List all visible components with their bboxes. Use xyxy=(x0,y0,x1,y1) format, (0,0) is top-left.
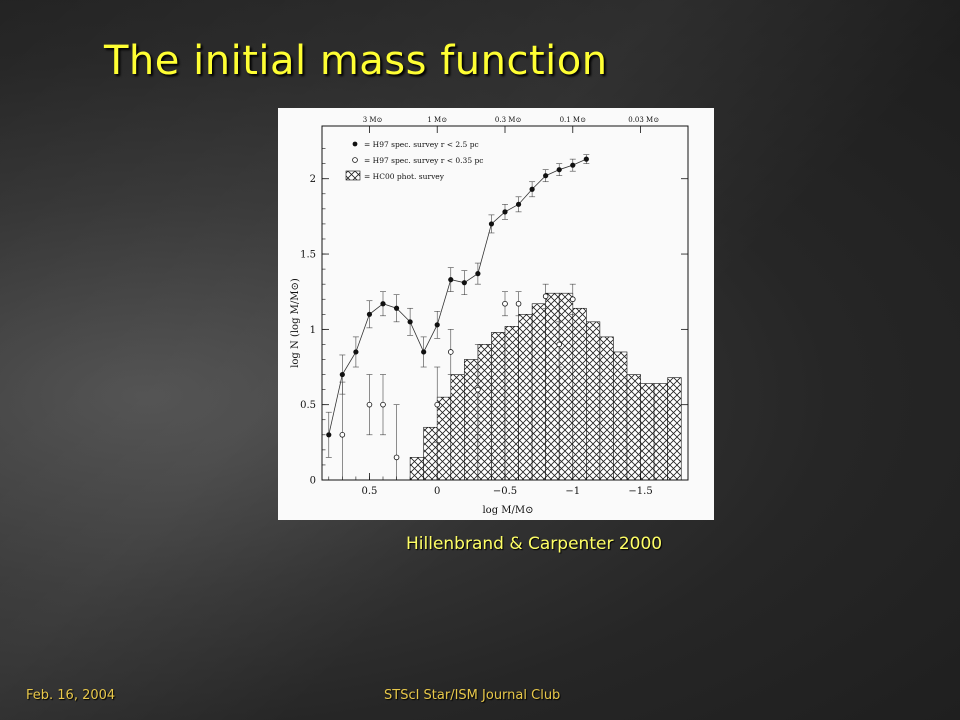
data-point-filled xyxy=(448,277,454,283)
data-point-filled xyxy=(366,311,373,317)
imf-figure: 0.5 0 −0.5 −1 −1.5 0 0.5 1 1.5 2 3 M⊙ 1 M⊙ 0.3 M⊙ 0.1… xyxy=(278,108,714,520)
series-line-0 xyxy=(328,158,587,435)
histogram-bar xyxy=(491,332,506,481)
histogram-bar xyxy=(504,326,519,481)
histogram-bar xyxy=(436,396,452,481)
histogram-bar xyxy=(423,426,438,481)
y-tick-label: 0 xyxy=(310,476,316,487)
data-point-open xyxy=(339,432,346,438)
histogram-bar xyxy=(667,377,682,481)
histogram-bar xyxy=(409,457,424,481)
x-tick-label: −1 xyxy=(565,486,580,497)
histogram-bar xyxy=(464,359,479,481)
legend-marker-open xyxy=(352,157,358,163)
data-point-open xyxy=(502,300,508,307)
data-point-filled xyxy=(421,349,427,355)
histogram-bar xyxy=(558,292,574,481)
histogram-bar xyxy=(477,344,492,481)
top-axis-label: 0.1 M⊙ xyxy=(560,116,587,124)
data-point-filled xyxy=(380,301,386,307)
histogram-bar xyxy=(626,374,641,481)
figure-citation: Hillenbrand & Carpenter 2000 xyxy=(406,534,663,554)
histogram-bar xyxy=(653,383,668,481)
data-point-filled xyxy=(407,319,413,325)
histogram-bar xyxy=(531,303,546,481)
data-point-open xyxy=(380,401,386,408)
top-axis-label: 0.3 M⊙ xyxy=(495,116,522,124)
y-tick-label: 2 xyxy=(310,174,316,185)
data-point-filled xyxy=(556,167,562,173)
y-tick-label: 1.5 xyxy=(300,250,316,261)
imf-chart: 0.5 0 −0.5 −1 −1.5 0 0.5 1 1.5 2 3 M⊙ 1 M⊙ 0.3 M⊙ 0.1… xyxy=(290,116,689,516)
data-point-open xyxy=(569,296,576,303)
data-point-filled xyxy=(529,186,535,192)
data-point-filled xyxy=(434,322,440,328)
histogram-bar xyxy=(518,313,533,481)
data-point-filled xyxy=(461,280,467,286)
data-point-open xyxy=(515,300,522,307)
data-point-filled xyxy=(515,201,522,207)
histogram-bar xyxy=(572,307,587,481)
x-tick-label: 0.5 xyxy=(361,486,377,497)
data-point-filled xyxy=(543,173,549,179)
data-point-filled xyxy=(353,349,359,355)
histogram-bar xyxy=(545,292,560,481)
top-axis-label: 3 M⊙ xyxy=(363,116,383,124)
histogram-bar xyxy=(640,383,655,481)
legend-marker-filled xyxy=(352,141,358,147)
data-point-filled xyxy=(488,221,495,227)
data-point-filled xyxy=(326,432,332,438)
footer-event: STScI Star/ISM Journal Club xyxy=(384,688,561,703)
data-point-open xyxy=(393,454,400,461)
legend-entry-r0.35pc: = H97 spec. survey r < 0.35 pc xyxy=(364,156,483,165)
x-tick-label: 0 xyxy=(434,486,440,497)
data-point-open xyxy=(434,401,441,408)
histogram-bar xyxy=(613,351,628,481)
data-point-open xyxy=(366,401,373,408)
x-tick-label: −1.5 xyxy=(628,486,652,497)
legend-marker-hatch xyxy=(345,170,361,181)
data-point-open xyxy=(447,349,454,355)
histogram-bar xyxy=(599,336,614,481)
histogram-bar xyxy=(586,321,601,481)
histogram-bar xyxy=(450,374,465,481)
data-point-open xyxy=(542,293,549,300)
data-point-filled xyxy=(502,209,508,215)
data-point-open xyxy=(475,386,481,393)
data-point-open xyxy=(556,341,563,348)
data-point-filled xyxy=(570,162,576,168)
data-point-filled xyxy=(475,271,481,277)
y-axis-label: log N (log M/M⊙) xyxy=(290,278,301,368)
x-axis-label: log M/M⊙ xyxy=(482,505,533,516)
legend-entry-hc00: = HC00 phot. survey xyxy=(364,172,445,181)
footer-date: Feb. 16, 2004 xyxy=(26,688,116,703)
y-tick-label: 0.5 xyxy=(300,400,316,411)
slide-title: The initial mass function xyxy=(104,38,608,84)
data-point-filled xyxy=(393,305,400,311)
legend-entry-r2.5pc: = H97 spec. survey r < 2.5 pc xyxy=(364,140,479,149)
top-axis-label: 1 M⊙ xyxy=(427,116,447,124)
top-axis-label: 0.03 M⊙ xyxy=(628,116,659,124)
x-tick-label: −0.5 xyxy=(493,486,517,497)
data-point-filled xyxy=(339,371,345,378)
y-tick-label: 1 xyxy=(310,325,316,336)
data-point-filled xyxy=(583,156,589,162)
